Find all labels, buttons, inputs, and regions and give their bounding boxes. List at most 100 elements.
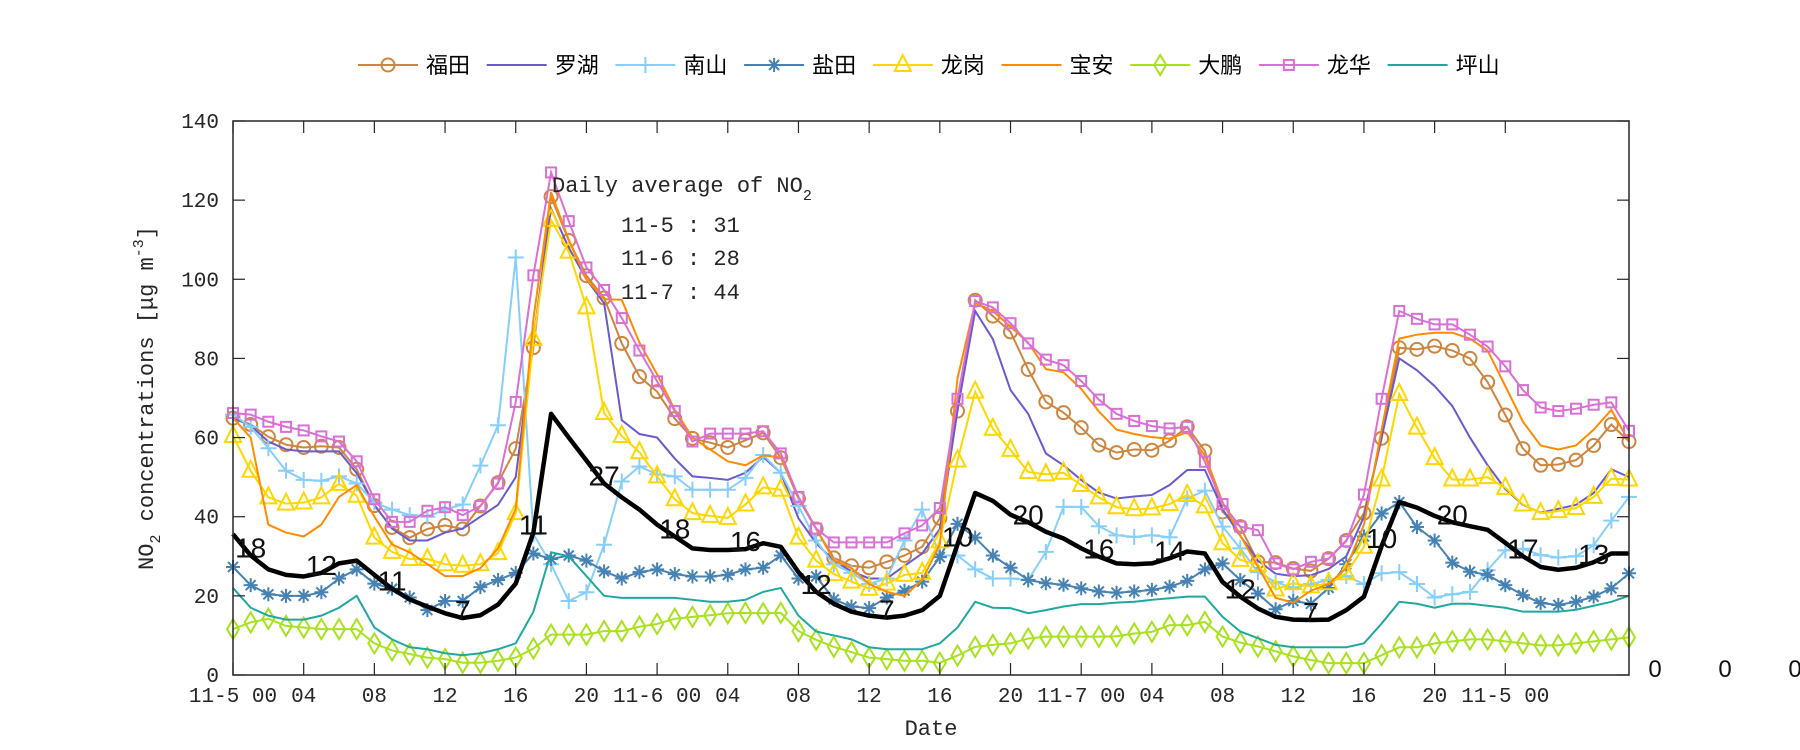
data-point-plus <box>1426 589 1443 606</box>
data-point-square <box>456 509 469 522</box>
data-point-plus <box>260 440 277 457</box>
y-tick-label: 20 <box>194 587 219 610</box>
average-line-label: 20 <box>1013 499 1044 530</box>
data-point-circle <box>1480 374 1496 390</box>
average-line-label: 10 <box>1366 523 1397 554</box>
data-point-diamond <box>1374 643 1389 668</box>
x-axis-label: Date <box>905 717 958 742</box>
data-point-asterisk <box>1374 506 1389 521</box>
data-point-square <box>297 424 310 437</box>
x-tick-label: 12 <box>857 686 882 709</box>
data-point-diamond <box>1339 651 1354 676</box>
data-point-circle <box>1073 420 1089 436</box>
legend-label: 宝安 <box>1070 54 1114 79</box>
data-point-plus <box>649 466 666 483</box>
data-point-square <box>1393 304 1406 317</box>
data-point-asterisk <box>809 569 824 584</box>
data-point-plus <box>702 481 719 498</box>
data-point-triangle <box>506 500 526 521</box>
data-point-square <box>474 500 487 513</box>
data-point-triangle <box>1548 498 1568 519</box>
data-point-square <box>757 425 770 438</box>
legend-item-3: 南山 <box>615 54 727 79</box>
data-point-asterisk <box>279 588 294 603</box>
x-tick-label: 20 <box>1422 686 1447 709</box>
data-point-diamond <box>1091 624 1107 649</box>
data-point-square <box>1004 317 1017 330</box>
data-point-diamond <box>791 619 806 644</box>
data-point-square <box>615 312 628 325</box>
data-point-square <box>1251 524 1264 537</box>
data-point-triangle <box>576 295 597 315</box>
data-point-circle <box>1515 441 1531 457</box>
average-line-label: 17 <box>1507 533 1538 564</box>
data-point-diamond <box>296 615 311 640</box>
data-point-plus <box>1461 583 1478 600</box>
data-point-triangle <box>594 400 614 421</box>
data-point-asterisk <box>243 578 258 593</box>
y-label-sup: -3 <box>131 239 148 257</box>
data-point-plus <box>1603 512 1620 529</box>
data-point-circle <box>1091 437 1107 453</box>
data-point-diamond <box>826 634 841 659</box>
data-point-plus <box>1302 575 1319 592</box>
data-point-diamond <box>808 627 824 652</box>
data-point-circle <box>861 560 877 576</box>
legend-item-9: 坪山 <box>1387 54 1500 79</box>
data-point-triangle <box>1159 491 1180 512</box>
legend-marker-plus <box>637 57 654 73</box>
data-point-asterisk <box>985 548 1000 563</box>
data-point-diamond <box>1533 633 1548 658</box>
data-point-triangle <box>788 525 809 545</box>
data-point-square <box>863 536 876 549</box>
legend-marker-asterisk <box>767 58 782 72</box>
data-point-square <box>969 295 982 308</box>
daily-average-annotation: Daily average of NO2 11-5 : 31 11-6 : 28… <box>552 174 812 306</box>
data-point-square <box>1145 420 1158 433</box>
data-point-diamond <box>897 648 912 673</box>
series-6 <box>232 191 1630 604</box>
data-point-asterisk <box>526 546 541 561</box>
legend-label: 罗湖 <box>555 54 599 79</box>
data-point-square <box>668 405 681 418</box>
data-point-asterisk <box>1233 573 1248 588</box>
legend-label: 龙岗 <box>941 54 985 79</box>
data-point-triangle <box>311 485 331 505</box>
data-point-asterisk <box>438 594 453 609</box>
data-point-triangle <box>488 540 508 561</box>
y-axis-label: NO2 concentrations [μg m-3] <box>131 226 165 570</box>
data-point-square <box>598 283 611 296</box>
data-point-triangle <box>1566 495 1586 516</box>
data-point-plus <box>1108 527 1125 544</box>
data-point-asterisk <box>314 585 329 600</box>
data-point-circle <box>1056 405 1072 421</box>
series-5 <box>223 207 1639 597</box>
x-tick-label: 11-6 00 <box>613 686 701 709</box>
data-point-triangle <box>1036 462 1056 482</box>
data-point-triangle <box>1601 466 1621 486</box>
x-tick-label: 20 <box>998 686 1023 709</box>
data-point-square <box>386 515 399 528</box>
data-point-diamond <box>1586 629 1601 654</box>
data-point-asterisk <box>915 574 930 589</box>
data-point-square <box>1340 535 1353 548</box>
x-tick-label: 04 <box>291 686 316 709</box>
data-point-triangle <box>718 505 738 525</box>
data-point-asterisk <box>1551 597 1566 612</box>
data-point-asterisk <box>844 599 859 614</box>
data-point-diamond <box>914 648 930 673</box>
data-point-square <box>1569 402 1582 415</box>
data-point-diamond <box>667 606 682 631</box>
data-point-square <box>880 536 893 549</box>
data-point-square <box>333 435 346 448</box>
data-point-square <box>545 166 558 179</box>
data-point-circle <box>1603 417 1619 433</box>
data-point-diamond <box>1498 629 1513 654</box>
data-point-asterisk <box>261 587 276 602</box>
x-tick-label: 08 <box>1210 686 1235 709</box>
annotation-line-1: 11-5 : 31 <box>621 214 740 239</box>
data-point-triangle <box>1478 464 1498 485</box>
y-tick-label: 40 <box>194 508 219 531</box>
y-tick-label: 140 <box>181 112 219 135</box>
